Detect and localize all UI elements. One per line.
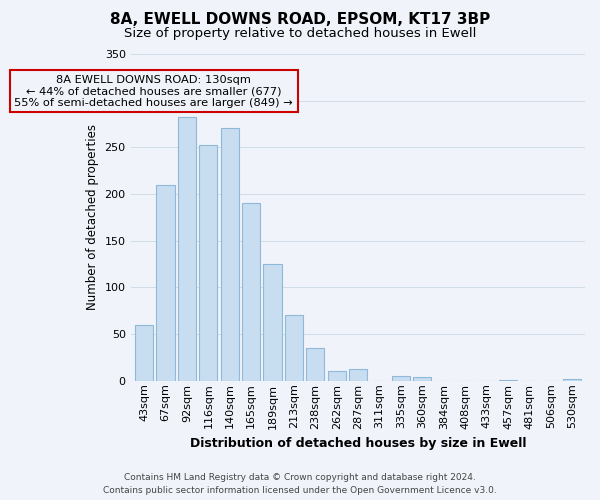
Bar	[349, 368, 367, 381]
Text: 8A, EWELL DOWNS ROAD, EPSOM, KT17 3BP: 8A, EWELL DOWNS ROAD, EPSOM, KT17 3BP	[110, 12, 490, 28]
Text: 8A EWELL DOWNS ROAD: 130sqm
← 44% of detached houses are smaller (677)
55% of se: 8A EWELL DOWNS ROAD: 130sqm ← 44% of det…	[14, 74, 293, 108]
Bar	[135, 324, 153, 381]
Bar	[263, 264, 281, 381]
Bar	[285, 316, 303, 381]
Text: Size of property relative to detached houses in Ewell: Size of property relative to detached ho…	[124, 28, 476, 40]
Bar	[392, 376, 410, 381]
Bar	[306, 348, 325, 381]
Text: Contains HM Land Registry data © Crown copyright and database right 2024.
Contai: Contains HM Land Registry data © Crown c…	[103, 473, 497, 495]
Bar	[328, 372, 346, 381]
Bar	[563, 379, 581, 381]
Bar	[499, 380, 517, 381]
Bar	[199, 146, 217, 381]
Bar	[157, 184, 175, 381]
Bar	[221, 128, 239, 381]
Bar	[242, 204, 260, 381]
X-axis label: Distribution of detached houses by size in Ewell: Distribution of detached houses by size …	[190, 437, 526, 450]
Y-axis label: Number of detached properties: Number of detached properties	[86, 124, 99, 310]
Bar	[413, 377, 431, 381]
Bar	[178, 116, 196, 381]
